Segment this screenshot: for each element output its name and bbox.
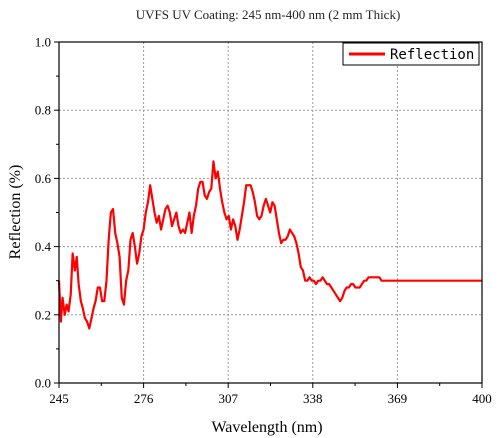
x-tick-label: 338 (303, 391, 323, 406)
series-line-reflection (57, 160, 482, 330)
x-tick-label: 307 (218, 391, 238, 406)
plot-area (57, 160, 482, 330)
grid (59, 42, 482, 383)
y-tick-label: 0.2 (35, 307, 51, 322)
y-axis-label: Reflection (%) (7, 165, 24, 260)
y-tick-label: 0.8 (35, 103, 51, 118)
x-tick-label: 369 (388, 391, 408, 406)
y-tick-label: 0.0 (35, 376, 51, 391)
x-axis-ticks: 245 276 307 338 369 400 (49, 383, 492, 406)
y-tick-label: 1.0 (35, 35, 51, 50)
chart-title: UVFS UV Coating: 245 nm-400 nm (2 mm Thi… (136, 7, 401, 22)
x-axis-label: Wavelength (nm) (211, 419, 322, 436)
legend-label-reflection: Reflection (390, 47, 474, 63)
x-tick-label: 245 (49, 391, 69, 406)
legend: Reflection (342, 42, 480, 66)
y-tick-label: 0.4 (35, 239, 52, 254)
x-tick-label: 276 (134, 391, 154, 406)
legend-box (342, 42, 480, 66)
y-tick-label: 0.6 (35, 171, 52, 186)
x-tick-label: 400 (472, 391, 492, 406)
y-axis-ticks: 0.0 0.2 0.4 0.6 0.8 1.0 (35, 35, 59, 391)
